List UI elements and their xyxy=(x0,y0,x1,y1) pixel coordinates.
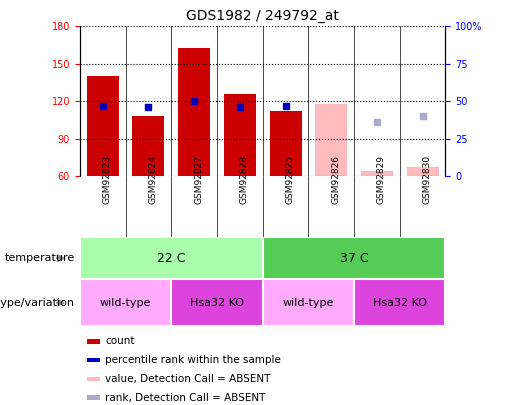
Bar xyxy=(407,167,439,176)
Text: wild-type: wild-type xyxy=(283,298,334,308)
Text: GSM92827: GSM92827 xyxy=(194,155,203,204)
Point xyxy=(373,119,381,126)
Bar xyxy=(132,116,164,176)
Text: GSM92826: GSM92826 xyxy=(331,155,340,204)
Bar xyxy=(178,47,210,176)
Title: GDS1982 / 249792_at: GDS1982 / 249792_at xyxy=(186,9,339,23)
Bar xyxy=(171,279,263,326)
Bar xyxy=(224,94,256,176)
Bar xyxy=(87,339,100,343)
Text: rank, Detection Call = ABSENT: rank, Detection Call = ABSENT xyxy=(106,392,266,403)
Text: 37 C: 37 C xyxy=(340,252,368,265)
Bar xyxy=(80,279,171,326)
Text: wild-type: wild-type xyxy=(100,298,151,308)
Text: Hsa32 KO: Hsa32 KO xyxy=(373,298,427,308)
Bar xyxy=(315,104,347,176)
Point xyxy=(144,104,152,111)
Bar xyxy=(87,395,100,400)
Point xyxy=(98,102,107,109)
Text: 22 C: 22 C xyxy=(157,252,185,265)
Bar xyxy=(87,358,100,362)
Text: percentile rank within the sample: percentile rank within the sample xyxy=(106,355,281,365)
Bar xyxy=(269,111,301,176)
Text: GSM92829: GSM92829 xyxy=(377,155,386,204)
Text: GSM92825: GSM92825 xyxy=(285,155,295,204)
Bar xyxy=(87,377,100,381)
Bar xyxy=(361,171,393,176)
Point xyxy=(190,98,198,104)
Point xyxy=(281,102,289,109)
Text: temperature: temperature xyxy=(5,253,75,263)
Text: Hsa32 KO: Hsa32 KO xyxy=(190,298,244,308)
Text: count: count xyxy=(106,336,135,346)
Point xyxy=(236,104,244,111)
Text: GSM92828: GSM92828 xyxy=(240,155,249,204)
Bar xyxy=(354,279,445,326)
Text: GSM92823: GSM92823 xyxy=(102,155,112,204)
Text: GSM92824: GSM92824 xyxy=(148,155,158,204)
Bar xyxy=(263,237,445,279)
Bar xyxy=(263,279,354,326)
Point xyxy=(419,113,427,119)
Text: GSM92830: GSM92830 xyxy=(423,155,432,204)
Text: genotype/variation: genotype/variation xyxy=(0,298,75,308)
Text: value, Detection Call = ABSENT: value, Detection Call = ABSENT xyxy=(106,374,271,384)
Bar xyxy=(80,237,263,279)
Bar xyxy=(87,76,118,176)
